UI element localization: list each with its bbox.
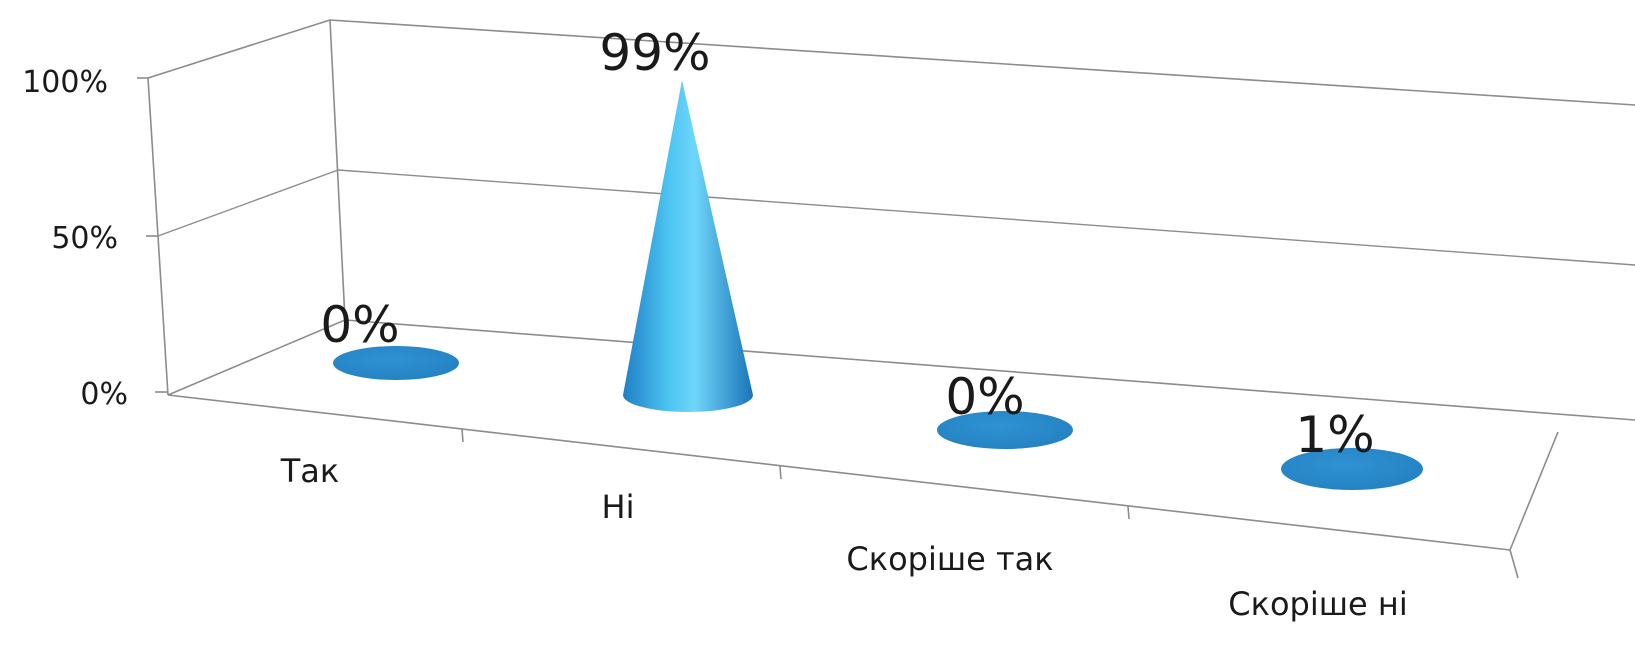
y-tick-label-50: 50%: [51, 221, 118, 256]
gridlines: [157, 169, 1635, 266]
cone-skorishe-tak: [937, 411, 1073, 449]
data-marks: [333, 80, 1423, 490]
cone-base-skorishe-ni: [1281, 448, 1423, 490]
floor-left-edge: [167, 319, 346, 396]
x-tick-marks: [461, 428, 1130, 520]
floor-front-edge: [167, 394, 1511, 551]
floor-right-edge: [1509, 431, 1559, 551]
chart-frame: [147, 19, 1635, 579]
category-label-skorishe-tak: Скоріше так: [846, 540, 1053, 578]
category-label-skorishe-ni: Скоріше ні: [1228, 585, 1407, 623]
back-wall-top-edge: [329, 19, 1635, 106]
right-wall-front-edge: [1509, 549, 1519, 579]
y-tick-label-100: 100%: [22, 65, 108, 100]
cone-base-skorishe-tak: [937, 411, 1073, 449]
left-wall-top-edge: [147, 19, 331, 79]
cone-tak: [333, 346, 459, 380]
gridline-50-left: [157, 169, 339, 237]
cone-ni: [623, 80, 753, 413]
data-labels: 0% 99% 0% 1%: [320, 24, 1374, 464]
x-tick-mark-2: [779, 465, 782, 480]
y-tick-labels: 0% 50% 100%: [22, 65, 128, 412]
y-tick-marks: [137, 77, 168, 393]
category-label-tak: Так: [280, 452, 339, 490]
category-labels: Так Ні Скоріше так Скоріше ні: [280, 452, 1408, 623]
category-label-ni: Ні: [602, 488, 635, 526]
x-tick-mark-3: [1127, 505, 1130, 520]
cone-skorishe-ni: [1281, 448, 1423, 490]
x-tick-mark-1: [461, 428, 464, 443]
cone-base-tak: [333, 346, 459, 380]
gridline-50-back: [337, 169, 1635, 266]
cone-body-ni: [623, 80, 753, 413]
data-label-skorishe-tak: 0%: [945, 368, 1024, 426]
data-label-ni: 99%: [599, 24, 710, 82]
floor-back-edge: [344, 319, 1635, 421]
y-tick-label-0: 0%: [80, 377, 128, 412]
data-label-skorishe-ni: 1%: [1295, 406, 1374, 464]
data-label-tak: 0%: [320, 296, 399, 354]
